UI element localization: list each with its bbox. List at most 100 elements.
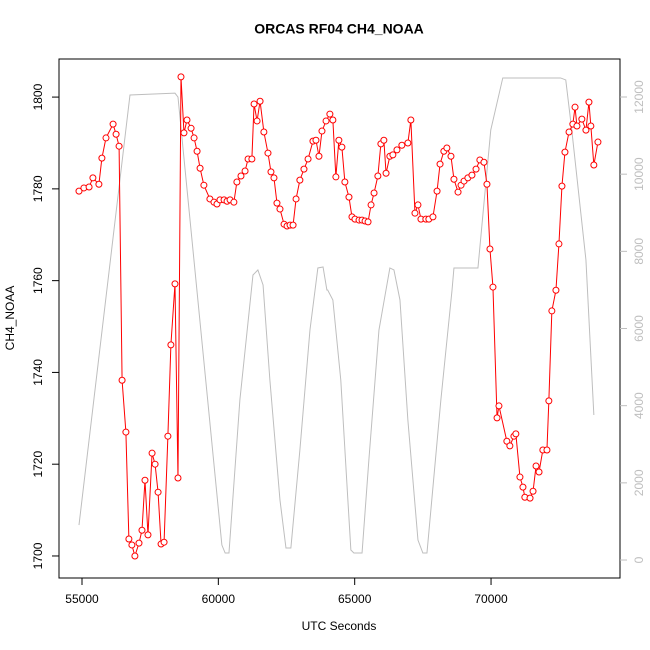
- data-point: [486, 245, 494, 253]
- data-point: [125, 535, 133, 543]
- data-point: [545, 397, 553, 405]
- data-point: [404, 139, 412, 147]
- data-point: [144, 531, 152, 539]
- data-point: [200, 181, 208, 189]
- data-point: [180, 129, 188, 137]
- data-point: [374, 172, 382, 180]
- series-line: [78, 77, 595, 554]
- data-point: [414, 201, 422, 209]
- data-point: [148, 449, 156, 457]
- data-point: [364, 218, 372, 226]
- data-point: [512, 430, 520, 438]
- data-point: [315, 152, 323, 160]
- data-point: [367, 201, 375, 209]
- data-point: [393, 146, 401, 154]
- data-point: [532, 462, 540, 470]
- data-point: [519, 483, 527, 491]
- data-point: [253, 117, 261, 125]
- x-tick-label: 70000: [474, 592, 508, 606]
- data-point: [241, 167, 249, 175]
- data-point: [174, 474, 182, 482]
- data-point: [454, 188, 462, 196]
- data-point: [529, 487, 537, 495]
- data-point: [131, 552, 139, 560]
- data-point: [151, 460, 159, 468]
- data-point: [447, 152, 455, 160]
- data-point: [270, 174, 278, 182]
- data-point: [292, 195, 300, 203]
- data-point: [118, 376, 126, 384]
- data-point: [248, 155, 256, 163]
- data-point: [495, 402, 503, 410]
- data-point: [561, 148, 569, 156]
- data-point: [493, 414, 501, 422]
- plot-frame: [58, 58, 621, 579]
- data-point: [177, 73, 185, 81]
- x-tick-label: 65000: [338, 592, 372, 606]
- data-point: [141, 476, 149, 484]
- data-point: [516, 473, 524, 481]
- data-point: [102, 134, 110, 142]
- y-tick-label: 1700: [31, 542, 45, 569]
- data-point: [304, 155, 312, 163]
- data-point: [558, 182, 566, 190]
- y-tick-label: 1800: [31, 83, 45, 110]
- y-tick-label: 1760: [31, 267, 45, 294]
- data-point: [196, 164, 204, 172]
- y-tick-label: 1720: [31, 451, 45, 478]
- data-point: [483, 180, 491, 188]
- data-point: [555, 240, 563, 248]
- data-point: [590, 161, 598, 169]
- y2-tick-label: 8000: [632, 238, 646, 265]
- data-point: [167, 341, 175, 349]
- data-point: [318, 127, 326, 135]
- data-point: [573, 122, 581, 130]
- data-point: [407, 116, 415, 124]
- data-point: [115, 142, 123, 150]
- data-point: [89, 174, 97, 182]
- data-point: [300, 165, 308, 173]
- data-point: [329, 116, 337, 124]
- data-point: [190, 134, 198, 142]
- y2-tick-label: 6000: [632, 315, 646, 342]
- data-point: [548, 307, 556, 315]
- series-line: [78, 76, 599, 558]
- data-point: [237, 172, 245, 180]
- data-point: [171, 280, 179, 288]
- data-point: [160, 538, 168, 546]
- data-point: [154, 488, 162, 496]
- data-point: [543, 446, 551, 454]
- y2-tick-label: 2000: [632, 469, 646, 496]
- data-point: [122, 428, 130, 436]
- data-point: [345, 193, 353, 201]
- y-tick-label: 1780: [31, 175, 45, 202]
- data-point: [594, 138, 602, 146]
- data-point: [472, 165, 480, 173]
- data-point: [187, 124, 195, 132]
- data-point: [296, 176, 304, 184]
- data-point: [250, 100, 258, 108]
- data-point: [571, 103, 579, 111]
- y2-tick-label: 4000: [632, 392, 646, 419]
- data-point: [338, 143, 346, 151]
- y2-tick-label: 12000: [632, 80, 646, 114]
- data-point: [443, 144, 451, 152]
- data-point: [256, 97, 264, 105]
- data-point: [382, 169, 390, 177]
- data-point: [98, 154, 106, 162]
- data-point: [587, 122, 595, 130]
- data-point: [433, 187, 441, 195]
- data-point: [183, 116, 191, 124]
- data-point: [489, 283, 497, 291]
- data-point: [389, 151, 397, 159]
- chart-title: ORCAS RF04 CH4_NOAA: [254, 21, 424, 37]
- data-point: [138, 526, 146, 534]
- data-point: [289, 221, 297, 229]
- data-point: [75, 187, 83, 195]
- data-point: [95, 180, 103, 188]
- x-tick-label: 55000: [65, 592, 99, 606]
- y2-tick-label: 10000: [632, 157, 646, 191]
- data-point: [322, 117, 330, 125]
- data-point: [370, 189, 378, 197]
